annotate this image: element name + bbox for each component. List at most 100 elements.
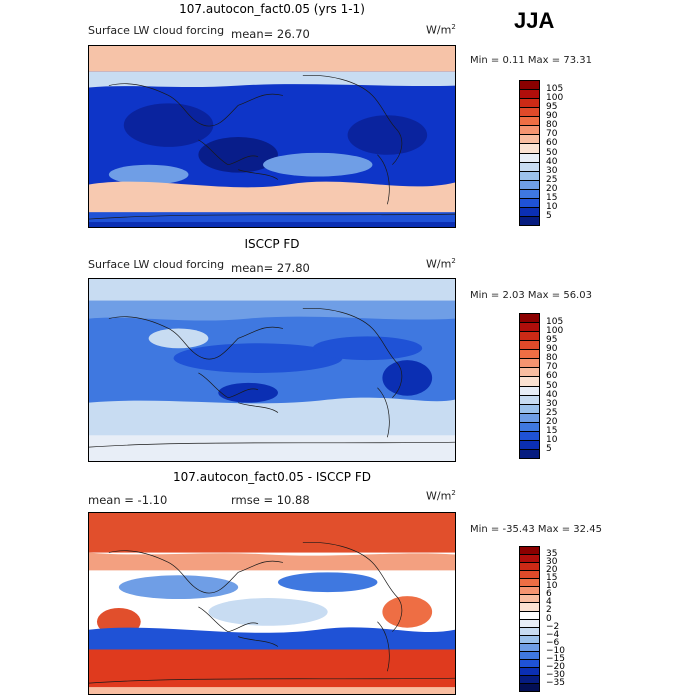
colorbar-segment — [520, 676, 539, 685]
colorbar-segment — [520, 207, 539, 217]
colorbar-segment — [520, 135, 539, 145]
colorbar-segment — [520, 440, 539, 450]
colorbar-tick-label: 90 — [546, 111, 558, 121]
colorbar-tick-label: 30 — [546, 556, 558, 567]
colorbar-tick-label: −20 — [546, 662, 565, 673]
colorbar-segment — [520, 323, 539, 333]
panel-3-minmax: Min = -35.43 Max = 32.45 — [470, 524, 602, 535]
colorbar-segment — [520, 571, 539, 580]
colorbar-segment — [520, 386, 539, 396]
panel-1-mean: mean= 26.70 — [231, 27, 310, 41]
colorbar-segment — [520, 643, 539, 652]
colorbar-tick-label: 80 — [546, 353, 558, 364]
colorbar-tick-label: 80 — [546, 120, 558, 131]
colorbar-segment — [520, 341, 539, 351]
colorbar-tick-label: 50 — [546, 147, 558, 158]
colorbar-tick-label: 100 — [546, 92, 564, 103]
panel-1-minmax: Min = 0.11 Max = 73.31 — [470, 55, 592, 66]
colorbar-tick-label: 105 — [546, 83, 564, 94]
colorbar-segment — [520, 81, 539, 91]
colorbar-segment — [520, 667, 539, 676]
colorbar-segment — [520, 332, 539, 342]
panel-3-units: W/m2 — [426, 489, 456, 503]
panel-2-units: W/m2 — [426, 257, 456, 271]
colorbar-segment — [520, 126, 539, 136]
colorbar-tick-label: 10 — [546, 202, 558, 213]
colorbar-tick-label: 15 — [546, 193, 558, 204]
colorbar-tick-label: 60 — [546, 371, 558, 382]
panel-3-mean: mean = -1.10 — [88, 493, 168, 507]
colorbar-tick-label: 0 — [546, 613, 552, 624]
colorbar-tick-label: 90 — [546, 344, 558, 354]
colorbar-segment — [520, 144, 539, 154]
colorbar-segment — [520, 555, 539, 564]
colorbar-tick-label: 5 — [546, 444, 552, 455]
panel-3-map — [88, 512, 456, 695]
colorbar-tick-label: 40 — [546, 389, 558, 400]
colorbar-segment — [520, 189, 539, 199]
colorbar-tick-label: 70 — [546, 129, 558, 140]
colorbar-tick-label: −4 — [546, 629, 560, 640]
colorbar-tick-label: −30 — [546, 670, 565, 681]
panel-2-colorbar — [519, 313, 540, 459]
colorbar-tick-label: 105 — [546, 316, 564, 327]
colorbar-tick-label: 20 — [546, 417, 558, 427]
colorbar-segment — [520, 359, 539, 369]
colorbar-segment — [520, 579, 539, 588]
panel-2-variable: Surface LW cloud forcing — [88, 258, 225, 271]
colorbar-tick-label: 10 — [546, 581, 558, 592]
colorbar-segment — [520, 659, 539, 668]
colorbar-segment — [520, 431, 539, 441]
colorbar-tick-label: 25 — [546, 174, 558, 185]
colorbar-tick-label: 10 — [546, 435, 558, 446]
colorbar-tick-label: 25 — [546, 407, 558, 418]
colorbar-tick-label: 70 — [546, 362, 558, 373]
colorbar-tick-label: 40 — [546, 156, 558, 167]
colorbar-segment — [520, 404, 539, 414]
colorbar-segment — [520, 587, 539, 596]
colorbar-segment — [520, 377, 539, 387]
panel-2-mean: mean= 27.80 — [231, 261, 310, 275]
colorbar-segment — [520, 651, 539, 660]
colorbar-tick-label: 20 — [546, 564, 558, 575]
colorbar-segment — [520, 216, 539, 225]
colorbar-segment — [520, 595, 539, 604]
colorbar-segment — [520, 368, 539, 378]
colorbar-segment — [520, 619, 539, 628]
colorbar-tick-label: 30 — [546, 398, 558, 409]
colorbar-tick-label: 20 — [546, 184, 558, 194]
panel-1-map — [88, 45, 456, 228]
colorbar-segment — [520, 603, 539, 612]
panel-1-title: 107.autocon_fact0.05 (yrs 1-1) — [179, 2, 365, 16]
colorbar-segment — [520, 90, 539, 100]
colorbar-tick-label: 50 — [546, 380, 558, 391]
colorbar-segment — [520, 117, 539, 127]
colorbar-segment — [520, 627, 539, 636]
panel-2-title: ISCCP FD — [244, 237, 300, 251]
colorbar-tick-label: −2 — [546, 621, 560, 632]
panel-1-colorbar — [519, 80, 540, 226]
colorbar-tick-label: −35 — [546, 678, 565, 689]
colorbar-tick-label: 95 — [546, 101, 558, 112]
colorbar-segment — [520, 611, 539, 620]
colorbar-tick-label: 15 — [546, 426, 558, 437]
panel-2-minmax: Min = 2.03 Max = 56.03 — [470, 290, 592, 301]
colorbar-segment — [520, 171, 539, 181]
colorbar-segment — [520, 350, 539, 360]
panel-3-rmse: rmse = 10.88 — [231, 493, 310, 507]
colorbar-segment — [520, 395, 539, 405]
colorbar-tick-label: 60 — [546, 138, 558, 149]
panel-3-colorbar — [519, 546, 540, 692]
panel-1-variable: Surface LW cloud forcing — [88, 24, 225, 37]
colorbar-tick-label: 95 — [546, 334, 558, 345]
colorbar-segment — [520, 198, 539, 208]
colorbar-tick-label: 100 — [546, 325, 564, 336]
colorbar-tick-label: −6 — [546, 637, 560, 648]
colorbar-segment — [520, 449, 539, 458]
colorbar-segment — [520, 563, 539, 572]
panel-3-title: 107.autocon_fact0.05 - ISCCP FD — [173, 470, 371, 484]
colorbar-segment — [520, 180, 539, 190]
colorbar-segment — [520, 108, 539, 118]
colorbar-tick-label: 6 — [546, 589, 552, 600]
colorbar-segment — [520, 153, 539, 163]
